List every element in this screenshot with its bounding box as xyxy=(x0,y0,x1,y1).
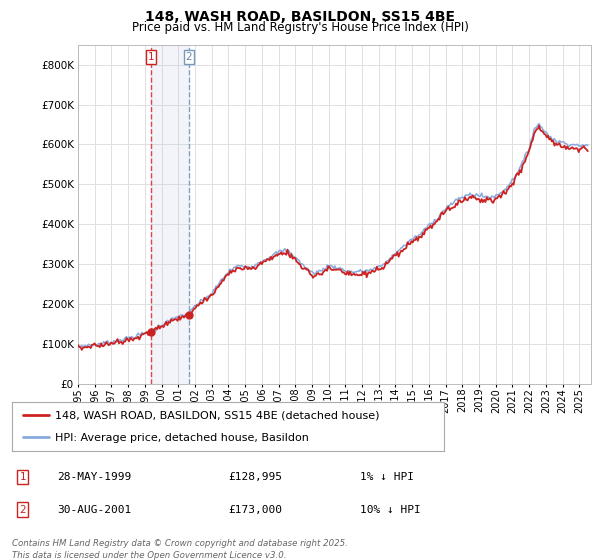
Text: 148, WASH ROAD, BASILDON, SS15 4BE (detached house): 148, WASH ROAD, BASILDON, SS15 4BE (deta… xyxy=(55,410,380,421)
Text: 2: 2 xyxy=(19,505,26,515)
Text: Contains HM Land Registry data © Crown copyright and database right 2025.
This d: Contains HM Land Registry data © Crown c… xyxy=(12,539,348,559)
Text: 148, WASH ROAD, BASILDON, SS15 4BE: 148, WASH ROAD, BASILDON, SS15 4BE xyxy=(145,10,455,24)
Text: 10% ↓ HPI: 10% ↓ HPI xyxy=(360,505,421,515)
Text: 28-MAY-1999: 28-MAY-1999 xyxy=(57,472,131,482)
Text: 1% ↓ HPI: 1% ↓ HPI xyxy=(360,472,414,482)
Text: £128,995: £128,995 xyxy=(228,472,282,482)
Text: 30-AUG-2001: 30-AUG-2001 xyxy=(57,505,131,515)
Text: 1: 1 xyxy=(19,472,26,482)
Text: Price paid vs. HM Land Registry's House Price Index (HPI): Price paid vs. HM Land Registry's House … xyxy=(131,21,469,34)
Text: £173,000: £173,000 xyxy=(228,505,282,515)
Bar xyxy=(151,45,189,384)
Text: 1: 1 xyxy=(148,52,154,62)
Text: 2: 2 xyxy=(185,52,192,62)
Text: HPI: Average price, detached house, Basildon: HPI: Average price, detached house, Basi… xyxy=(55,433,309,443)
